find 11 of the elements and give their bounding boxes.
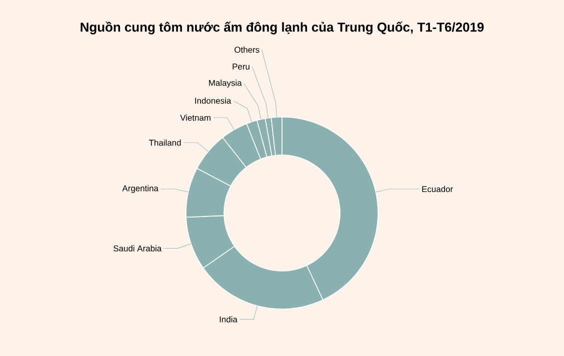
slice-label: Argentina	[122, 185, 158, 193]
slice-label: Peru	[232, 64, 250, 70]
slice-label: Thailand	[148, 140, 181, 146]
slice-label: Saudi Arabia	[114, 245, 162, 252]
slice-label: Others	[234, 46, 260, 53]
slice-label: Indonesia	[195, 98, 232, 104]
slice-label: India	[220, 316, 238, 322]
chart-title: Nguồn cung tôm nước ấm đông lạnh của Trung Quốc, T1-T6/2019	[80, 22, 484, 34]
slice-label: Vietnam	[180, 114, 210, 121]
slice-label: Ecuador	[422, 186, 453, 192]
slice-label: Malaysia	[209, 80, 242, 88]
